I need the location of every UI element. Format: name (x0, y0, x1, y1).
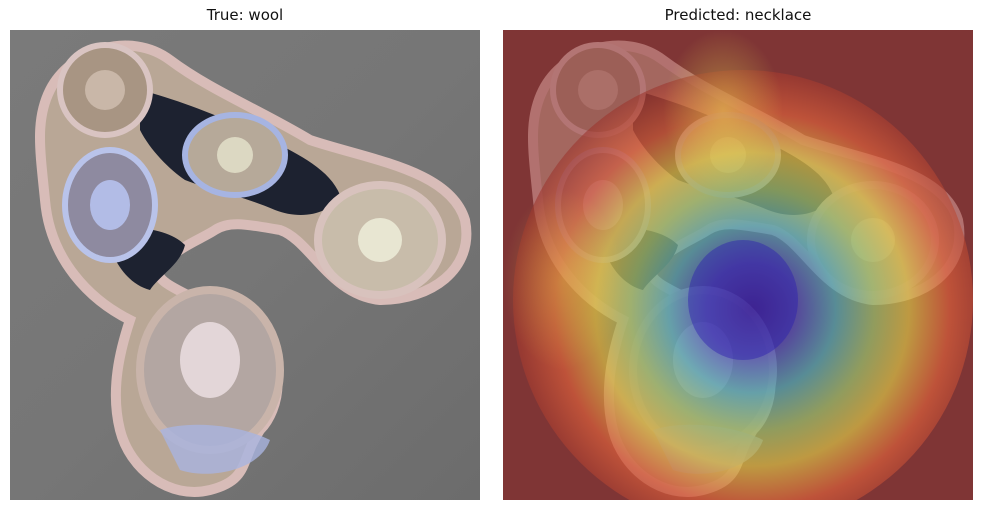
crochet-scarf-gradcam-heatmap-overlay (503, 30, 973, 500)
crochet-scarf-photo (10, 30, 480, 500)
original-image-panel (10, 30, 480, 500)
predicted-label-title: Predicted: necklace (664, 6, 812, 24)
heatmap-image-panel (503, 30, 973, 500)
true-label-title: True: wool (206, 6, 284, 24)
